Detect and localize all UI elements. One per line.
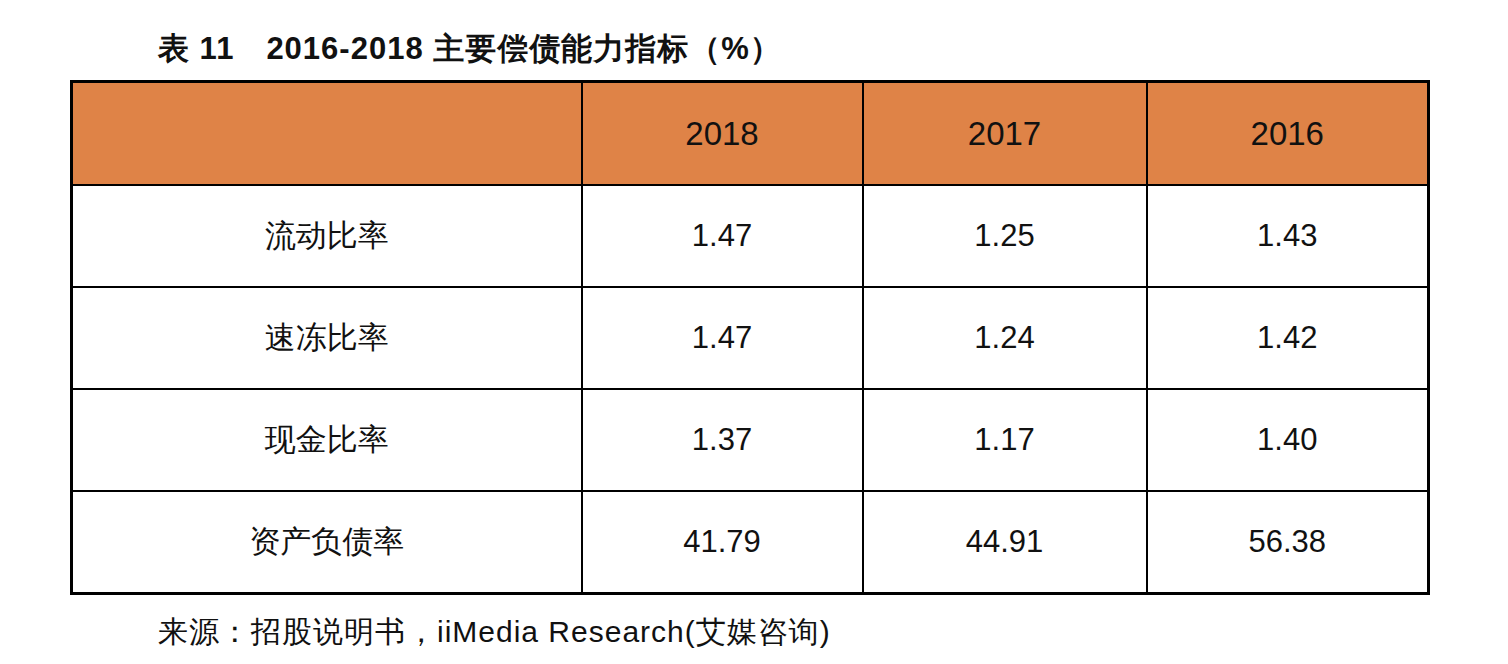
cell-value: 1.17 <box>863 389 1147 491</box>
row-label: 速冻比率 <box>72 287 582 389</box>
source-note: 来源：招股说明书，iiMedia Research(艾媒咨询) <box>158 612 831 653</box>
cell-value: 1.42 <box>1147 287 1429 389</box>
table-row-quick-ratio: 速冻比率 1.47 1.24 1.42 <box>72 287 1429 389</box>
cell-value: 1.40 <box>1147 389 1429 491</box>
table-row-cash-ratio: 现金比率 1.37 1.17 1.40 <box>72 389 1429 491</box>
cell-value: 1.47 <box>582 185 863 287</box>
row-label: 现金比率 <box>72 389 582 491</box>
cell-value: 41.79 <box>582 491 863 594</box>
solvency-indicators-table: 2018 2017 2016 流动比率 1.47 1.25 1.43 速冻比率 … <box>70 80 1430 595</box>
cell-value: 44.91 <box>863 491 1147 594</box>
row-label: 资产负债率 <box>72 491 582 594</box>
cell-value: 1.47 <box>582 287 863 389</box>
header-empty-cell <box>72 82 582 186</box>
cell-value: 1.25 <box>863 185 1147 287</box>
row-label: 流动比率 <box>72 185 582 287</box>
cell-value: 56.38 <box>1147 491 1429 594</box>
table-header-row: 2018 2017 2016 <box>72 82 1429 186</box>
table-row-asset-liability-ratio: 资产负债率 41.79 44.91 56.38 <box>72 491 1429 594</box>
table-caption: 表 11 2016-2018 主要偿债能力指标（%） <box>158 28 782 70</box>
header-year-2016: 2016 <box>1147 82 1429 186</box>
header-year-2017: 2017 <box>863 82 1147 186</box>
table-row-current-ratio: 流动比率 1.47 1.25 1.43 <box>72 185 1429 287</box>
cell-value: 1.37 <box>582 389 863 491</box>
cell-value: 1.43 <box>1147 185 1429 287</box>
cell-value: 1.24 <box>863 287 1147 389</box>
header-year-2018: 2018 <box>582 82 863 186</box>
